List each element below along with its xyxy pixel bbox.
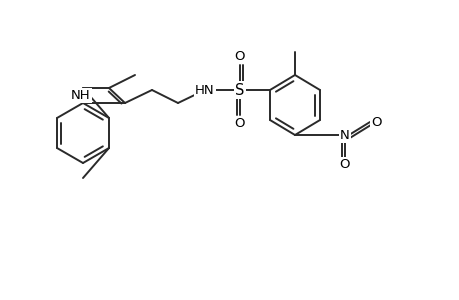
Text: N: N	[339, 128, 349, 142]
Text: HN: HN	[195, 83, 214, 97]
Text: O: O	[339, 158, 349, 171]
Text: O: O	[234, 50, 245, 63]
Text: NH: NH	[71, 89, 90, 102]
Text: O: O	[234, 117, 245, 130]
Text: S: S	[235, 82, 244, 98]
Text: O: O	[370, 116, 381, 128]
